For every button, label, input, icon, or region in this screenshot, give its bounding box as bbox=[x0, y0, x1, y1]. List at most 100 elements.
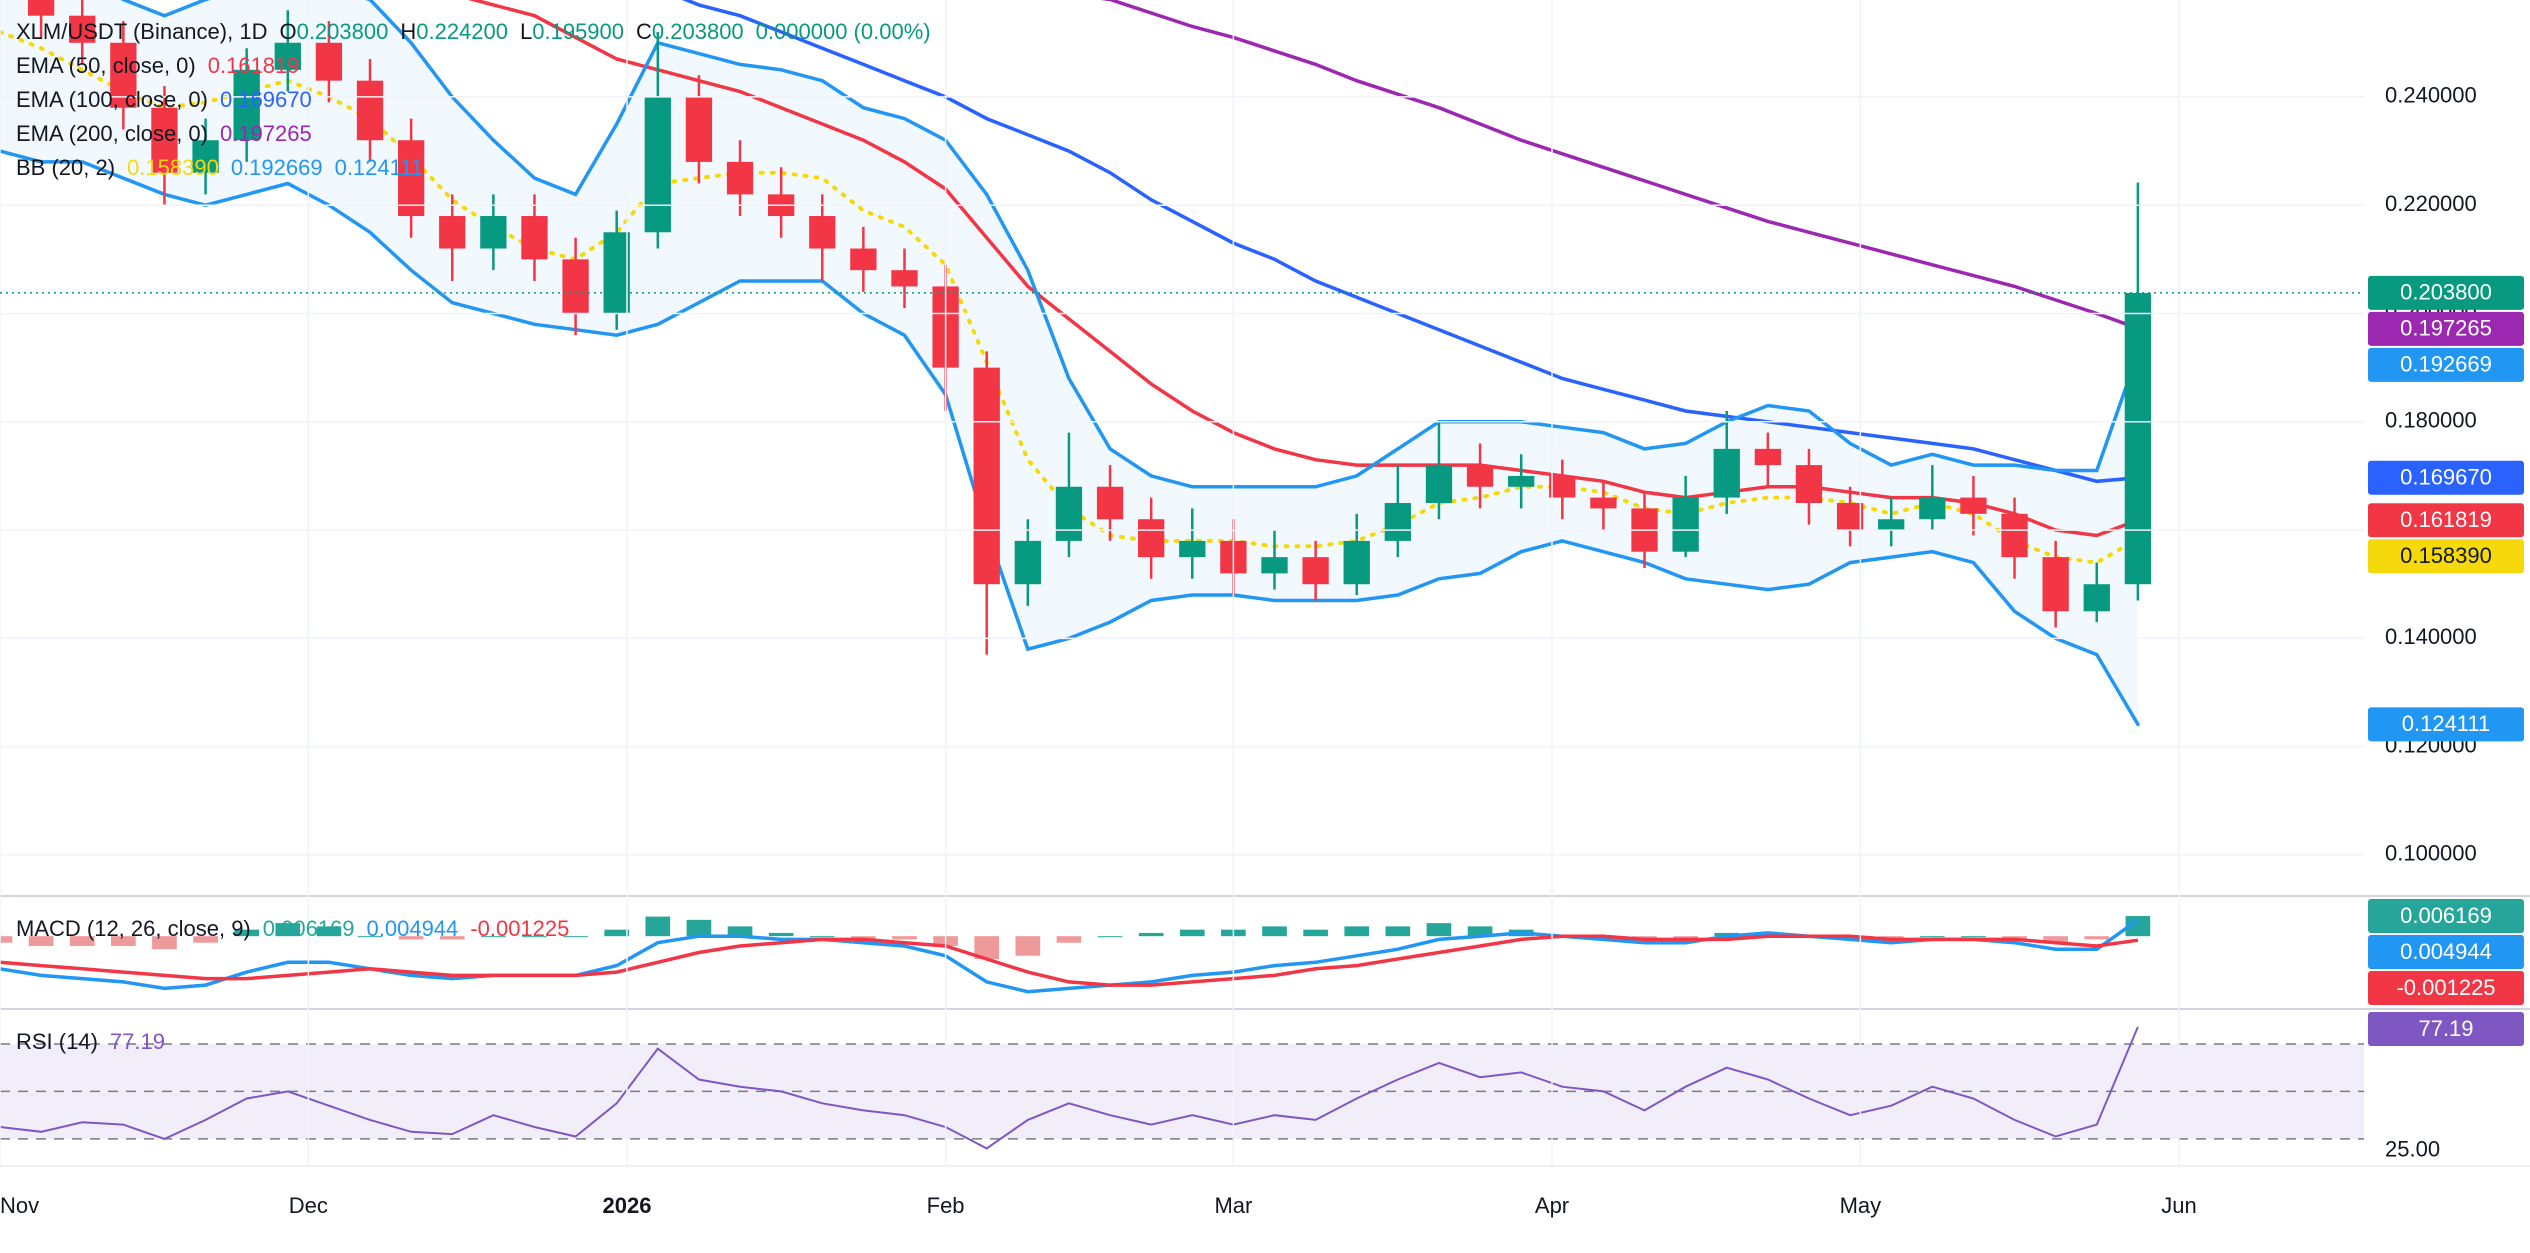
macd-histogram-bar bbox=[398, 936, 424, 940]
candle-body bbox=[315, 42, 343, 81]
candle-body bbox=[685, 96, 713, 162]
price-legend: XLM/USDT (Binance), 1D O0.203800 H0.224200… bbox=[16, 15, 931, 185]
rsi-tick-label: 25.00 bbox=[2385, 1137, 2440, 1162]
candle-body bbox=[274, 42, 301, 70]
price-badge-label: -0.001225 bbox=[2396, 975, 2495, 1000]
macd-histogram-bar bbox=[686, 919, 712, 937]
macd-histogram-bar bbox=[28, 936, 54, 946]
candle-body bbox=[397, 140, 425, 217]
price-badge bbox=[2368, 460, 2524, 495]
price-badge-label: 77.19 bbox=[2418, 1016, 2473, 1041]
macd-histogram-bar bbox=[2125, 916, 2151, 937]
legend-row: BB (20, 2) 0.158390 0.192669 0.124111 bbox=[16, 151, 931, 185]
candle-body bbox=[809, 216, 836, 249]
macd-histogram-bar bbox=[1056, 936, 1082, 943]
indicator-value: 0.197265 bbox=[219, 121, 312, 146]
candle-body bbox=[1261, 557, 1288, 574]
indicator-value: -0.001225 bbox=[470, 916, 570, 941]
indicator-value: 0.158390 bbox=[127, 155, 219, 180]
macd-histogram-bar bbox=[1262, 926, 1287, 937]
candle-body bbox=[192, 140, 219, 173]
candle-body bbox=[1425, 465, 1453, 503]
price-badge bbox=[2368, 935, 2524, 970]
price-badge bbox=[2368, 899, 2524, 934]
macd-histogram-bar bbox=[481, 936, 506, 938]
price-tick-label: 0.240000 bbox=[2385, 83, 2477, 108]
candle-body bbox=[726, 161, 754, 195]
macd-histogram-bar bbox=[1961, 936, 1986, 938]
candle-body bbox=[1179, 540, 1206, 558]
macd-histogram-bar bbox=[645, 916, 671, 937]
candle-body bbox=[1549, 475, 1576, 498]
price-tick-label: 0.180000 bbox=[2385, 408, 2477, 433]
signal-line bbox=[0, 934, 2139, 987]
macd-histogram-bar bbox=[892, 936, 917, 940]
macd-histogram-bar bbox=[357, 936, 383, 938]
candle-body bbox=[1672, 497, 1699, 552]
indicator-value: 0.192669 bbox=[230, 155, 323, 180]
macd-histogram-bar bbox=[1179, 929, 1205, 937]
candle-body bbox=[1878, 519, 1905, 531]
macd-histogram-bar bbox=[1385, 926, 1411, 937]
candle-body bbox=[850, 248, 877, 271]
macd-histogram-bar bbox=[809, 936, 835, 938]
bb-fill bbox=[0, 0, 2138, 725]
ohlc-value: 0.203800 bbox=[296, 19, 389, 44]
candle-body bbox=[1055, 486, 1083, 541]
macd-histogram-bar bbox=[316, 926, 342, 937]
ohlc-key: C bbox=[636, 19, 652, 44]
candle-body bbox=[1384, 502, 1411, 541]
indicator-value: 77.19 bbox=[109, 1029, 165, 1054]
candle-body bbox=[1795, 465, 1823, 503]
time-label: 2026 bbox=[602, 1193, 651, 1218]
indicator-name: EMA (200, close, 0) bbox=[16, 121, 208, 146]
time-label: Nov bbox=[0, 1193, 39, 1218]
price-badge bbox=[2368, 347, 2524, 382]
price-plot bbox=[0, 0, 2152, 727]
macd-histogram-bar bbox=[1138, 932, 1164, 937]
rsi-band bbox=[0, 1043, 2364, 1139]
price-badge-label: 0.192669 bbox=[2400, 352, 2492, 377]
candle-body bbox=[233, 69, 260, 141]
indicator-name: BB (20, 2) bbox=[16, 155, 116, 180]
price-badge bbox=[2368, 539, 2524, 574]
legend-row: EMA (50, close, 0) 0.161819 bbox=[16, 49, 931, 83]
indicator-value: 0.006169 bbox=[262, 916, 355, 941]
price-badge-label: 0.161819 bbox=[2400, 507, 2492, 532]
price-badge bbox=[2368, 275, 2524, 310]
candle-body bbox=[356, 80, 384, 141]
candle-body bbox=[2042, 557, 2069, 612]
macd-histogram-bar bbox=[1015, 936, 1041, 956]
candle-body bbox=[1919, 497, 1946, 520]
candle-body bbox=[1508, 475, 1535, 487]
price-badge bbox=[2368, 1012, 2524, 1046]
macd-line bbox=[0, 918, 2139, 994]
ohlc-value: 0.224200 bbox=[416, 19, 508, 44]
indicator-line bbox=[1100, 0, 2140, 331]
legend-row: EMA (200, close, 0) 0.197265 bbox=[16, 117, 931, 151]
candle-body bbox=[1014, 540, 1041, 585]
macd-histogram-bar bbox=[193, 936, 218, 943]
candle-body bbox=[1713, 448, 1740, 498]
macd-histogram-bar bbox=[234, 929, 260, 937]
macd-histogram-bar bbox=[522, 936, 547, 938]
candle-body bbox=[562, 259, 589, 314]
price-badge bbox=[2368, 971, 2524, 1006]
price-badge-label: 0.158390 bbox=[2400, 543, 2492, 568]
rsi-legend: RSI (14) 77.19 bbox=[16, 1025, 165, 1059]
indicator-value: 0.161819 bbox=[207, 53, 300, 78]
candle-body bbox=[2001, 513, 2028, 558]
candle-body bbox=[644, 96, 671, 233]
indicator-name: EMA (100, close, 0) bbox=[16, 87, 208, 112]
candle-body bbox=[27, 0, 55, 16]
candle-body bbox=[1754, 448, 1782, 466]
time-label: Mar bbox=[1214, 1193, 1252, 1218]
macd-histogram-bar bbox=[1344, 926, 1370, 937]
ohlc-key: H bbox=[400, 19, 417, 44]
macd-histogram-bar bbox=[604, 929, 630, 937]
candle-body bbox=[521, 216, 548, 260]
macd-histogram-bar bbox=[1303, 929, 1328, 937]
candle-body bbox=[480, 216, 507, 249]
ohlc-value: 0.203800 bbox=[651, 19, 744, 44]
